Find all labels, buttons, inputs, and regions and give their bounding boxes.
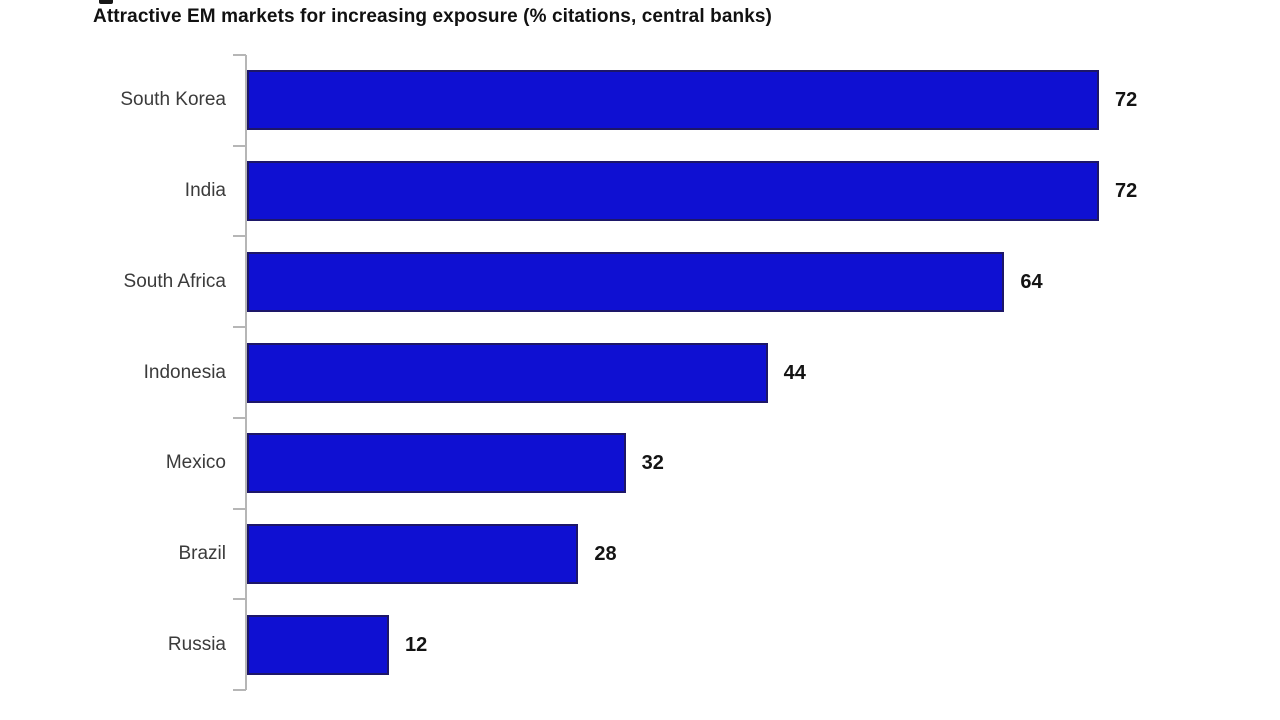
category-label: Mexico <box>165 452 226 474</box>
category-label: Indonesia <box>143 361 226 383</box>
y-axis-line <box>245 55 247 690</box>
value-label: 72 <box>1115 89 1138 112</box>
clipped-text-fragment <box>99 0 113 4</box>
y-axis-tick <box>233 144 246 147</box>
y-axis-tick <box>233 689 246 691</box>
value-label: 12 <box>405 633 428 656</box>
bar <box>247 161 1099 222</box>
category-label: South Africa <box>123 270 226 292</box>
y-axis-tick <box>233 598 246 601</box>
value-label: 64 <box>1020 270 1043 293</box>
chart-title: Attractive EM markets for increasing exp… <box>93 6 772 27</box>
bar <box>247 70 1099 131</box>
category-label: India <box>184 180 226 202</box>
bar <box>247 251 1005 312</box>
y-axis-tick <box>233 416 246 419</box>
value-label: 44 <box>783 361 806 384</box>
y-axis-tick <box>233 326 246 329</box>
bar <box>247 342 768 403</box>
y-axis-tick <box>233 54 246 56</box>
category-label: Russia <box>167 633 226 655</box>
y-axis-tick <box>233 235 246 238</box>
category-label: South Korea <box>120 89 226 111</box>
value-label: 32 <box>641 452 664 475</box>
category-label: Brazil <box>178 542 226 564</box>
y-axis-tick <box>233 507 246 510</box>
bar <box>247 433 626 494</box>
bar <box>247 614 389 675</box>
bar <box>247 523 579 584</box>
value-label: 28 <box>594 542 617 565</box>
value-label: 72 <box>1115 180 1138 203</box>
